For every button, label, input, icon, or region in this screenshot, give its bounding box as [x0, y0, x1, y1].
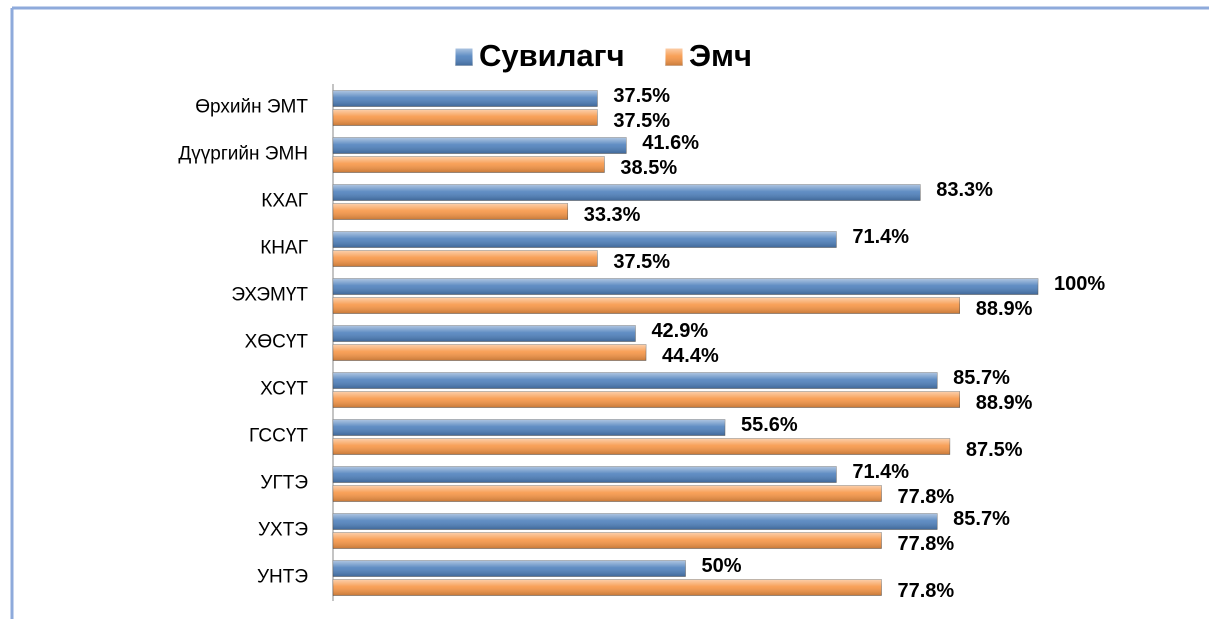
y-tick-label: КХАГ — [261, 191, 308, 212]
value-label: 71.4% — [852, 226, 909, 248]
value-label: 37.5% — [613, 85, 670, 107]
value-label: 85.7% — [953, 367, 1010, 389]
bar-shine — [333, 391, 960, 408]
y-tick-label: ЭХЭМҮТ — [231, 285, 308, 306]
value-label: 77.8% — [897, 533, 954, 555]
bar-shine — [333, 466, 837, 483]
y-tick-label: УХТЭ — [258, 520, 308, 541]
value-label: 42.9% — [651, 320, 708, 342]
y-tick-label: УНТЭ — [257, 567, 308, 588]
bar-shine — [333, 344, 647, 361]
bar-shine — [333, 109, 598, 126]
legend-swatch-shine — [665, 48, 683, 66]
value-label: 44.4% — [662, 345, 719, 367]
bar-shine — [333, 579, 882, 596]
value-label: 83.3% — [936, 179, 993, 201]
value-label: 85.7% — [953, 508, 1010, 530]
bar-shine — [333, 184, 921, 201]
bar-shine — [333, 231, 837, 248]
legend-swatch-shine — [455, 48, 473, 66]
legend-label: Эмч — [689, 38, 752, 73]
bar-shine — [333, 485, 882, 502]
bar-shine — [333, 325, 636, 342]
bar-shine — [333, 137, 627, 154]
bar-shine — [333, 90, 598, 107]
value-label: 71.4% — [852, 461, 909, 483]
value-label: 50% — [702, 555, 742, 577]
bar-shine — [333, 250, 598, 267]
value-label: 88.9% — [976, 298, 1033, 320]
value-label: 77.8% — [897, 486, 954, 508]
y-tick-label: УГТЭ — [260, 473, 308, 494]
y-tick-label: ХӨСҮТ — [245, 332, 309, 353]
bar-shine — [333, 372, 938, 389]
legend-label: Сувилагч — [479, 38, 625, 73]
y-tick-label: КНАГ — [260, 238, 308, 259]
value-label: 77.8% — [897, 580, 954, 602]
y-tick-label: ХСҮТ — [260, 379, 308, 400]
y-tick-label: Дүүргийн ЭМН — [178, 144, 308, 165]
bar-shine — [333, 532, 882, 549]
bar-shine — [333, 297, 960, 314]
value-label: 88.9% — [976, 392, 1033, 414]
value-label: 100% — [1054, 273, 1105, 295]
bar-shine — [333, 438, 950, 455]
value-label: 38.5% — [620, 157, 677, 179]
value-label: 37.5% — [613, 251, 670, 273]
bar-shine — [333, 156, 605, 173]
bar-shine — [333, 278, 1038, 295]
value-label: 41.6% — [642, 132, 699, 154]
value-label: 33.3% — [584, 204, 641, 226]
bar-shine — [333, 513, 938, 530]
y-tick-label: ГССҮТ — [249, 426, 308, 447]
y-tick-label: Өрхийн ЭМТ — [195, 97, 308, 118]
bar-shine — [333, 419, 725, 436]
bar-shine — [333, 203, 568, 220]
value-label: 37.5% — [613, 110, 670, 132]
bar-shine — [333, 560, 686, 577]
value-label: 87.5% — [966, 439, 1023, 461]
value-label: 55.6% — [741, 414, 798, 436]
